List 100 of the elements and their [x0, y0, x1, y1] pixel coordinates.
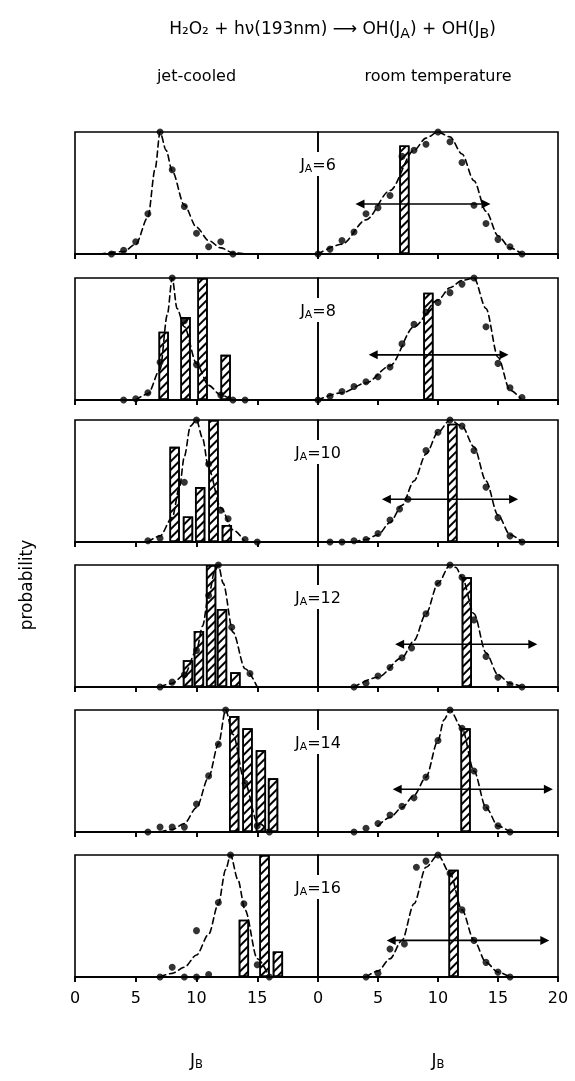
- point: [214, 561, 222, 569]
- point: [470, 936, 478, 944]
- point: [422, 140, 430, 148]
- point: [470, 447, 478, 454]
- point: [217, 506, 225, 514]
- point: [168, 274, 176, 282]
- point: [214, 740, 222, 748]
- point: [193, 800, 200, 808]
- x-tick-label: 5: [130, 987, 141, 1007]
- point: [193, 361, 200, 369]
- point: [265, 828, 273, 836]
- point: [350, 383, 358, 391]
- point: [193, 229, 200, 237]
- x-tick-label: 0: [312, 987, 324, 1007]
- x-tick-label: 15: [247, 987, 268, 1007]
- point: [193, 416, 200, 424]
- point: [156, 358, 164, 366]
- point: [240, 900, 248, 908]
- point: [422, 610, 430, 618]
- y-axis-title: probability: [16, 539, 36, 631]
- point: [398, 654, 406, 662]
- point: [338, 237, 346, 245]
- point: [482, 323, 490, 331]
- point: [482, 220, 490, 227]
- point: [386, 663, 394, 671]
- point: [470, 201, 478, 209]
- point: [386, 191, 394, 199]
- x-tick-label: 0: [69, 987, 81, 1007]
- point: [434, 298, 442, 306]
- point: [144, 389, 152, 397]
- x-tick-label: 20: [547, 987, 569, 1007]
- point: [180, 478, 188, 486]
- x-tick-label: 15: [487, 987, 509, 1007]
- point: [205, 592, 213, 599]
- x-tick-label: 10: [186, 987, 207, 1007]
- point: [408, 644, 416, 652]
- point: [193, 927, 200, 935]
- point: [326, 392, 334, 400]
- point: [224, 515, 232, 523]
- point: [362, 824, 370, 832]
- point: [458, 159, 466, 166]
- point: [396, 505, 404, 513]
- point: [222, 706, 230, 714]
- point: [446, 289, 454, 297]
- point: [193, 646, 200, 654]
- point: [494, 673, 502, 681]
- x-tick-label: 10: [427, 987, 449, 1007]
- point: [494, 235, 502, 243]
- point: [350, 537, 358, 545]
- point: [132, 238, 140, 246]
- point: [482, 958, 490, 966]
- point: [107, 250, 115, 258]
- point: [434, 428, 442, 436]
- point: [205, 772, 213, 780]
- point: [253, 538, 261, 546]
- x-tick-label: 5: [372, 987, 384, 1007]
- point: [446, 138, 454, 146]
- point: [253, 961, 261, 969]
- point: [180, 973, 188, 981]
- point: [422, 447, 430, 454]
- point: [362, 679, 370, 687]
- point: [132, 395, 140, 403]
- point: [338, 387, 346, 395]
- point: [241, 779, 249, 787]
- point: [265, 973, 273, 981]
- point: [144, 210, 152, 218]
- point: [434, 737, 442, 744]
- point: [404, 495, 412, 503]
- point: [494, 514, 502, 522]
- point: [227, 851, 235, 859]
- point: [410, 146, 418, 154]
- point: [506, 384, 514, 392]
- point: [205, 460, 213, 468]
- point: [374, 204, 382, 212]
- point: [458, 573, 466, 581]
- point: [180, 823, 188, 831]
- point: [446, 869, 454, 877]
- point: [398, 152, 406, 160]
- point: [400, 940, 408, 948]
- point: [168, 963, 176, 971]
- point: [374, 819, 382, 827]
- point: [374, 969, 382, 977]
- point: [168, 823, 176, 831]
- chart-title: H₂O₂ + hν(193nm) ⟶ OH(J$_{A}$) + OH(J$_{B}$): [168, 18, 497, 42]
- point: [228, 623, 236, 631]
- point: [168, 678, 176, 686]
- point: [180, 202, 188, 210]
- point: [494, 359, 502, 367]
- point: [482, 653, 490, 660]
- point: [205, 243, 213, 251]
- point: [374, 373, 382, 381]
- point: [120, 396, 128, 404]
- point: [214, 899, 222, 907]
- point: [168, 166, 176, 174]
- point: [374, 529, 382, 537]
- point: [482, 804, 490, 812]
- point: [246, 670, 254, 678]
- chart-subtitle: jet-cooled: [155, 66, 238, 85]
- point: [120, 246, 128, 254]
- point: [217, 391, 225, 399]
